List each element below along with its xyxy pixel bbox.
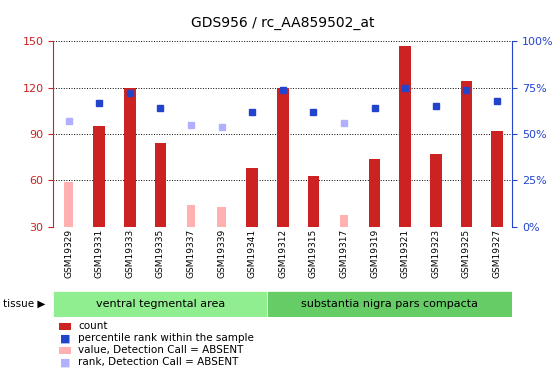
Text: ventral tegmental area: ventral tegmental area: [96, 299, 225, 309]
Bar: [53, 291, 268, 317]
Text: substantia nigra pars compacta: substantia nigra pars compacta: [301, 299, 478, 309]
Text: GSM19312: GSM19312: [278, 229, 287, 278]
Bar: [186, 205, 195, 227]
Bar: [124, 88, 136, 227]
Bar: [217, 207, 226, 227]
Text: GSM19327: GSM19327: [493, 229, 502, 278]
Text: ■: ■: [60, 357, 70, 367]
Text: GSM19341: GSM19341: [248, 229, 256, 278]
Bar: [369, 159, 380, 227]
Bar: [461, 81, 472, 227]
Text: value, Detection Call = ABSENT: value, Detection Call = ABSENT: [78, 345, 244, 355]
Text: count: count: [78, 321, 108, 331]
Text: GSM19317: GSM19317: [339, 229, 348, 278]
Text: GSM19315: GSM19315: [309, 229, 318, 278]
Text: GSM19329: GSM19329: [64, 229, 73, 278]
Bar: [399, 46, 411, 227]
Text: percentile rank within the sample: percentile rank within the sample: [78, 333, 254, 343]
Bar: [94, 126, 105, 227]
Text: GSM19333: GSM19333: [125, 229, 134, 278]
Text: GSM19337: GSM19337: [186, 229, 195, 278]
Bar: [277, 88, 288, 227]
Bar: [340, 214, 348, 227]
Text: GSM19321: GSM19321: [401, 229, 410, 278]
Bar: [430, 154, 442, 227]
Bar: [268, 291, 512, 317]
Bar: [64, 182, 73, 227]
Text: GSM19335: GSM19335: [156, 229, 165, 278]
Text: tissue ▶: tissue ▶: [3, 299, 45, 309]
Bar: [155, 143, 166, 227]
Text: ■: ■: [60, 333, 70, 343]
Text: GSM19339: GSM19339: [217, 229, 226, 278]
Text: GSM19325: GSM19325: [462, 229, 471, 278]
Text: GSM19323: GSM19323: [431, 229, 440, 278]
Bar: [491, 131, 503, 227]
Bar: [307, 176, 319, 227]
Bar: [246, 168, 258, 227]
Text: rank, Detection Call = ABSENT: rank, Detection Call = ABSENT: [78, 357, 239, 367]
Text: GSM19319: GSM19319: [370, 229, 379, 278]
Text: GSM19331: GSM19331: [95, 229, 104, 278]
Text: GDS956 / rc_AA859502_at: GDS956 / rc_AA859502_at: [191, 16, 375, 30]
